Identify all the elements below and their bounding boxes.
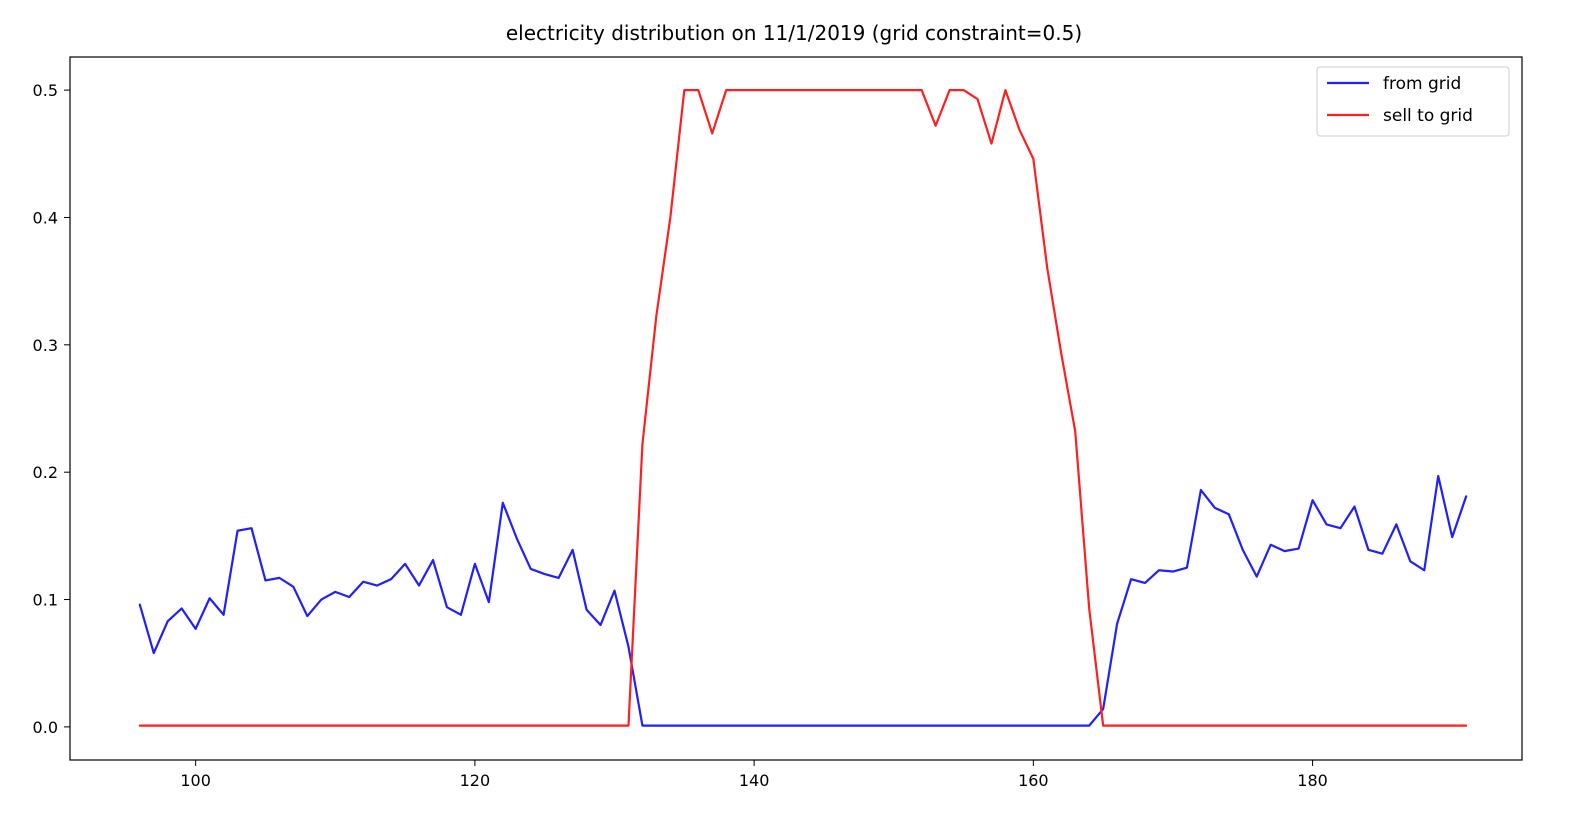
series-line-sell-to-grid: [138, 89, 1468, 727]
legend: from grid sell to grid: [1316, 66, 1510, 137]
y-tick-label: 0.3: [33, 336, 58, 355]
y-tick-label: 0.0: [33, 718, 58, 737]
x-tick-label: 120: [460, 771, 491, 790]
series-layer: [138, 89, 1468, 727]
x-tick-label: 100: [180, 771, 211, 790]
x-tick-label: 180: [1297, 771, 1328, 790]
y-tick-label: 0.2: [33, 463, 58, 482]
legend-box: [1316, 66, 1510, 137]
chart-title: electricity distribution on 11/1/2019 (g…: [506, 21, 1082, 45]
x-tick-label: 160: [1018, 771, 1049, 790]
y-tick-label: 0.5: [33, 81, 58, 100]
y-tick-label: 0.1: [33, 591, 58, 610]
legend-label: sell to grid: [1383, 106, 1473, 126]
series-line-from-grid: [138, 474, 1468, 727]
y-tick-label: 0.4: [33, 208, 58, 227]
axis-ticks: 100 120 140 160 180 0.0 0.1 0.2 0.3 0.4 0.5: [33, 81, 1328, 790]
legend-label: from grid: [1383, 74, 1461, 94]
x-tick-label: 140: [739, 771, 770, 790]
plot-frame: [69, 56, 1523, 761]
